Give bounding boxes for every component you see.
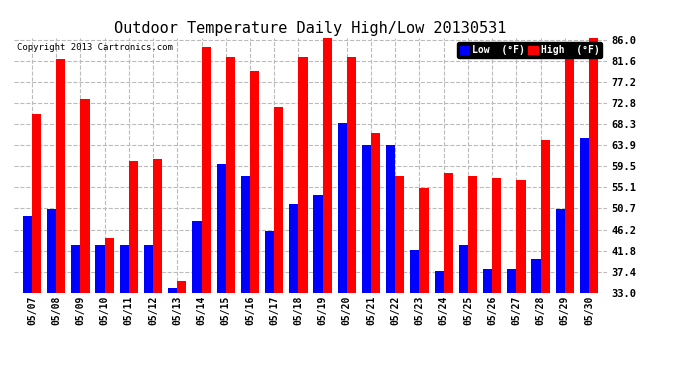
Bar <box>250 71 259 292</box>
Bar <box>119 245 129 292</box>
Bar <box>47 209 56 292</box>
Bar <box>589 38 598 292</box>
Bar <box>153 159 162 292</box>
Bar <box>323 38 332 292</box>
Bar <box>177 280 186 292</box>
Bar <box>540 140 550 292</box>
Bar <box>56 59 66 292</box>
Bar <box>347 57 356 292</box>
Bar <box>144 245 153 292</box>
Bar <box>459 245 468 292</box>
Bar <box>565 54 574 292</box>
Bar <box>337 123 347 292</box>
Bar <box>492 178 502 292</box>
Bar <box>507 268 516 292</box>
Bar <box>241 176 250 292</box>
Bar <box>289 204 298 292</box>
Bar <box>313 195 323 292</box>
Bar <box>298 57 308 292</box>
Bar <box>395 176 404 292</box>
Bar <box>193 221 201 292</box>
Bar <box>435 271 444 292</box>
Bar <box>386 145 395 292</box>
Bar <box>580 138 589 292</box>
Bar <box>362 145 371 292</box>
Title: Outdoor Temperature Daily High/Low 20130531: Outdoor Temperature Daily High/Low 20130… <box>115 21 506 36</box>
Bar <box>81 99 90 292</box>
Bar <box>95 245 105 292</box>
Bar <box>71 245 81 292</box>
Bar <box>468 176 477 292</box>
Bar <box>483 268 492 292</box>
Bar <box>168 288 177 292</box>
Bar <box>23 216 32 292</box>
Bar <box>411 250 420 292</box>
Bar <box>265 231 274 292</box>
Bar <box>444 173 453 292</box>
Bar <box>274 106 284 292</box>
Bar <box>217 164 226 292</box>
Bar <box>555 209 565 292</box>
Bar <box>201 47 210 292</box>
Bar <box>226 57 235 292</box>
Legend: Low  (°F), High  (°F): Low (°F), High (°F) <box>457 42 602 58</box>
Bar <box>129 161 138 292</box>
Bar <box>531 259 540 292</box>
Bar <box>516 180 526 292</box>
Bar <box>105 238 114 292</box>
Bar <box>32 114 41 292</box>
Text: Copyright 2013 Cartronics.com: Copyright 2013 Cartronics.com <box>17 43 172 52</box>
Bar <box>371 133 380 292</box>
Bar <box>420 188 428 292</box>
